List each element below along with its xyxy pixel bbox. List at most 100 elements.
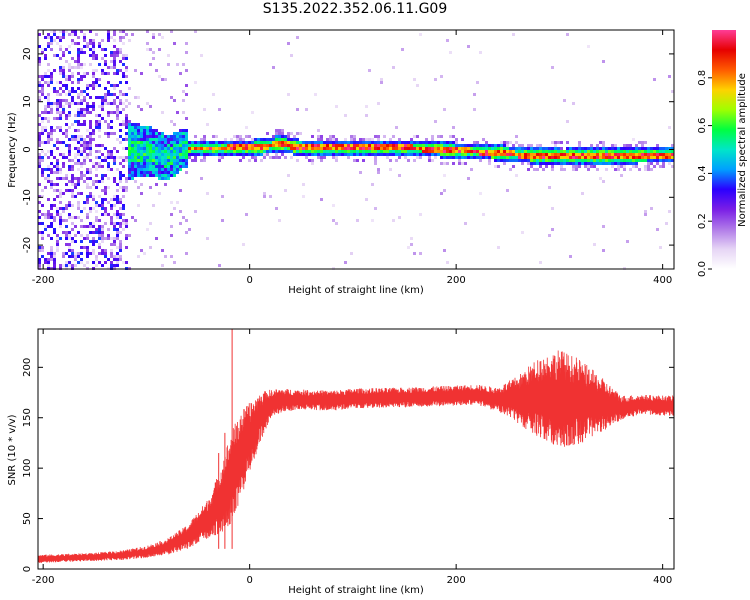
heatmap-cell xyxy=(161,135,164,138)
heatmap-cell xyxy=(536,150,539,153)
heatmap-cell xyxy=(341,153,344,156)
heatmap-cell xyxy=(38,33,41,36)
heatmap-cell xyxy=(137,123,140,126)
heatmap-cell xyxy=(170,201,173,204)
heatmap-cell xyxy=(104,102,107,105)
heatmap-cell xyxy=(341,141,344,144)
heatmap-cell xyxy=(242,243,245,246)
heatmap-cell xyxy=(221,150,224,153)
heatmap-cell xyxy=(203,138,206,141)
heatmap-cell xyxy=(443,147,446,150)
heatmap-cell xyxy=(380,150,383,153)
heatmap-cell xyxy=(419,141,422,144)
heatmap-cell xyxy=(566,153,569,156)
heatmap-cell xyxy=(596,153,599,156)
heatmap-cell xyxy=(401,147,404,150)
heatmap-cell xyxy=(428,156,431,159)
heatmap-cell xyxy=(566,147,569,150)
snr-x-axis-label: Height of straight line (km) xyxy=(288,585,424,596)
heatmap-cell xyxy=(230,153,233,156)
heatmap-cell xyxy=(413,159,416,162)
heatmap-cell xyxy=(515,156,518,159)
heatmap-cell xyxy=(317,141,320,144)
heatmap-cell xyxy=(635,165,638,168)
heatmap-cell xyxy=(338,150,341,153)
heatmap-cell xyxy=(248,150,251,153)
heatmap-cell xyxy=(203,150,206,153)
heatmap-cell xyxy=(335,138,338,141)
heatmap-cell xyxy=(56,243,59,246)
heatmap-cell xyxy=(155,132,158,135)
heatmap-cell xyxy=(170,171,173,174)
heatmap-cell xyxy=(146,153,149,156)
heatmap-cell xyxy=(38,183,41,186)
heatmap-cell xyxy=(359,171,362,174)
heatmap-cell xyxy=(491,153,494,156)
heatmap-cell xyxy=(644,210,647,213)
heatmap-cell xyxy=(152,153,155,156)
heatmap-cell xyxy=(140,126,143,129)
heatmap-cell xyxy=(131,174,134,177)
heatmap-cell xyxy=(296,150,299,153)
heatmap-cell xyxy=(107,150,110,153)
heatmap-cell xyxy=(329,135,332,138)
heatmap-cell xyxy=(461,138,464,141)
heatmap-cell xyxy=(608,162,611,165)
heatmap-cell xyxy=(107,30,110,33)
heatmap-cell xyxy=(545,150,548,153)
heatmap-cell xyxy=(83,237,86,240)
heatmap-cell xyxy=(128,162,131,165)
heatmap-cell xyxy=(41,174,44,177)
heatmap-cell xyxy=(401,153,404,156)
heatmap-cell xyxy=(497,159,500,162)
heatmap-cell xyxy=(68,246,71,249)
heatmap-cell xyxy=(365,198,368,201)
heatmap-cell xyxy=(434,141,437,144)
heatmap-cell xyxy=(50,186,53,189)
heatmap-cell xyxy=(116,117,119,120)
heatmap-cell xyxy=(362,153,365,156)
heatmap-cell xyxy=(113,99,116,102)
heatmap-cell xyxy=(89,192,92,195)
heatmap-cell xyxy=(170,144,173,147)
heatmap-cell xyxy=(638,147,641,150)
heatmap-cell xyxy=(149,162,152,165)
heatmap-cell xyxy=(284,141,287,144)
heatmap-cell xyxy=(572,102,575,105)
heatmap-cell xyxy=(152,132,155,135)
heatmap-cell xyxy=(131,165,134,168)
heatmap-cell xyxy=(587,45,590,48)
heatmap-cell xyxy=(524,150,527,153)
heatmap-cell xyxy=(611,144,614,147)
heatmap-cell xyxy=(575,165,578,168)
heatmap-cell xyxy=(377,141,380,144)
heatmap-cell xyxy=(617,162,620,165)
heatmap-cell xyxy=(101,57,104,60)
heatmap-cell xyxy=(167,147,170,150)
heatmap-cell xyxy=(107,234,110,237)
heatmap-cell xyxy=(122,228,125,231)
heatmap-cell xyxy=(515,153,518,156)
heatmap-cell xyxy=(98,144,101,147)
heatmap-cell xyxy=(461,162,464,165)
heatmap-cell xyxy=(62,255,65,258)
heatmap-cell xyxy=(137,165,140,168)
heatmap-cell xyxy=(506,150,509,153)
heatmap-cell xyxy=(47,99,50,102)
heatmap-cell xyxy=(185,42,188,45)
heatmap-cell xyxy=(236,141,239,144)
heatmap-cell xyxy=(581,192,584,195)
heatmap-cell xyxy=(236,135,239,138)
heatmap-cell xyxy=(179,222,182,225)
heatmap-cell xyxy=(62,90,65,93)
heatmap-cell xyxy=(650,162,653,165)
heatmap-cell xyxy=(125,237,128,240)
heatmap-cell xyxy=(593,162,596,165)
heatmap-cell xyxy=(101,96,104,99)
heatmap-cell xyxy=(578,147,581,150)
heatmap-cell xyxy=(68,255,71,258)
heatmap-cell xyxy=(125,126,128,129)
heatmap-cell xyxy=(41,120,44,123)
heatmap-cell xyxy=(557,156,560,159)
colorbar-label: Normalized spectral amplitude xyxy=(737,73,748,227)
